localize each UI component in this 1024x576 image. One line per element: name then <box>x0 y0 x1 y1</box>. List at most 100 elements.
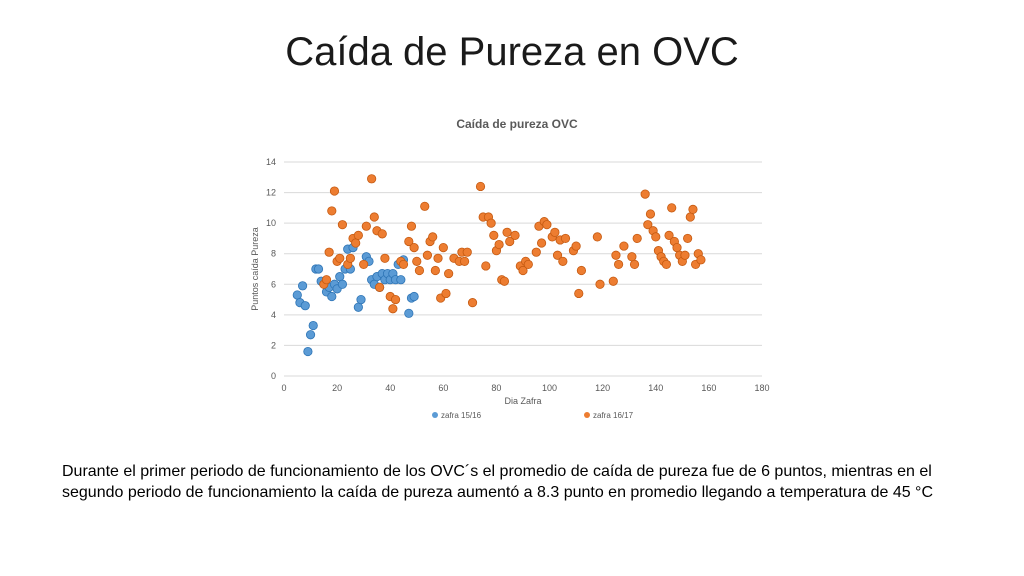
point-zafra-16-17 <box>560 233 571 244</box>
point-zafra-16-17 <box>672 243 682 253</box>
point-zafra-16-17 <box>406 221 417 231</box>
point-zafra-15-16 <box>356 294 366 305</box>
point-zafra-16-17 <box>683 233 693 244</box>
point-zafra-15-16 <box>335 272 345 282</box>
y-axis-label: Puntos caída Pureza <box>250 227 260 311</box>
point-zafra-16-17 <box>640 189 650 199</box>
point-zafra-16-17 <box>632 233 642 244</box>
y-tick-label: 8 <box>271 249 276 259</box>
x-tick-label: 20 <box>332 383 342 393</box>
point-zafra-16-17 <box>321 275 332 285</box>
data-points <box>292 174 706 357</box>
point-zafra-16-17 <box>398 259 409 270</box>
point-zafra-16-17 <box>367 174 377 184</box>
point-zafra-16-17 <box>494 239 504 250</box>
y-tick-label: 6 <box>271 279 276 289</box>
x-tick-label: 140 <box>648 383 663 393</box>
y-tick-label: 10 <box>266 218 276 228</box>
point-zafra-16-17 <box>444 268 454 279</box>
point-zafra-16-17 <box>388 304 398 314</box>
point-zafra-16-17 <box>351 238 361 248</box>
point-zafra-16-17 <box>595 279 605 289</box>
y-tick-labels: 0 2 4 6 8 10 12 14 <box>266 157 276 381</box>
point-zafra-16-17 <box>613 259 624 270</box>
point-zafra-16-17 <box>696 255 706 265</box>
point-zafra-16-17 <box>345 253 355 263</box>
point-zafra-16-17 <box>459 256 470 266</box>
point-zafra-16-17 <box>420 201 430 211</box>
point-zafra-16-17 <box>361 221 371 231</box>
point-zafra-16-17 <box>422 250 432 260</box>
point-zafra-16-17 <box>359 259 369 270</box>
point-zafra-16-17 <box>329 186 340 196</box>
point-zafra-16-17 <box>324 247 334 257</box>
point-zafra-15-16 <box>409 291 419 302</box>
point-zafra-16-17 <box>536 238 547 248</box>
y-tick-label: 14 <box>266 157 276 167</box>
legend-marker-zafra-16-17 <box>584 412 590 418</box>
point-zafra-15-16 <box>297 281 308 291</box>
x-tick-label: 160 <box>701 383 716 393</box>
point-zafra-16-17 <box>412 256 422 266</box>
point-zafra-16-17 <box>510 230 520 240</box>
point-zafra-16-17 <box>486 218 496 228</box>
point-zafra-16-17 <box>643 220 653 230</box>
point-zafra-16-17 <box>404 236 414 247</box>
point-zafra-16-17 <box>608 276 618 286</box>
y-tick-label: 12 <box>266 188 276 198</box>
point-zafra-16-17 <box>619 241 629 251</box>
point-zafra-16-17 <box>550 227 560 237</box>
point-zafra-15-16 <box>300 301 310 311</box>
point-zafra-16-17 <box>489 230 499 240</box>
x-tick-label: 60 <box>438 383 448 393</box>
x-tick-label: 180 <box>754 383 769 393</box>
point-zafra-16-17 <box>531 247 541 257</box>
point-zafra-16-17 <box>441 288 451 299</box>
point-zafra-16-17 <box>502 227 512 237</box>
point-zafra-15-16 <box>404 308 414 318</box>
point-zafra-16-17 <box>475 181 486 192</box>
point-zafra-15-16 <box>396 275 406 285</box>
point-zafra-16-17 <box>685 212 695 222</box>
point-zafra-16-17 <box>433 253 443 263</box>
point-zafra-16-17 <box>592 232 602 242</box>
x-tick-label: 40 <box>385 383 395 393</box>
x-tick-label: 80 <box>491 383 501 393</box>
y-tick-label: 0 <box>271 371 276 381</box>
point-zafra-16-17 <box>629 259 640 270</box>
legend-label-zafra-16-17: zafra 16/17 <box>593 411 634 420</box>
point-zafra-16-17 <box>438 243 448 253</box>
point-zafra-16-17 <box>664 230 674 240</box>
point-zafra-16-17 <box>574 288 584 299</box>
point-zafra-16-17 <box>651 232 661 242</box>
x-tick-label: 0 <box>281 383 286 393</box>
point-zafra-15-16 <box>305 330 316 340</box>
x-tick-labels: 0 20 40 60 80 100 120 140 160 180 <box>281 383 769 393</box>
point-zafra-16-17 <box>627 252 637 262</box>
legend: zafra 15/16 zafra 16/17 <box>432 411 634 420</box>
point-zafra-15-16 <box>308 320 318 331</box>
point-zafra-15-16 <box>313 264 324 274</box>
y-tick-label: 4 <box>271 310 276 320</box>
point-zafra-16-17 <box>688 204 698 214</box>
point-zafra-16-17 <box>576 265 587 276</box>
point-zafra-15-16 <box>292 290 302 300</box>
y-tick-label: 2 <box>271 340 276 350</box>
point-zafra-16-17 <box>499 276 510 286</box>
point-zafra-16-17 <box>369 212 379 222</box>
point-zafra-16-17 <box>571 241 581 251</box>
x-axis-label: Dia Zafra <box>504 396 541 406</box>
summary-paragraph: Durante el primer periodo de funcionamie… <box>62 463 934 501</box>
point-zafra-16-17 <box>380 253 390 263</box>
point-zafra-15-16 <box>303 346 313 357</box>
x-tick-label: 100 <box>542 383 557 393</box>
point-zafra-16-17 <box>680 250 690 260</box>
point-zafra-16-17 <box>337 220 348 230</box>
point-zafra-15-16 <box>327 291 337 302</box>
chart-title: Caída de pureza OVC <box>456 117 578 131</box>
point-zafra-16-17 <box>505 236 515 247</box>
scatter-chart: Caída de pureza OVC 0 2 4 6 8 10 12 14 0 20 40 60 8… <box>250 117 770 420</box>
point-zafra-16-17 <box>481 261 491 271</box>
point-zafra-15-16 <box>337 279 348 289</box>
point-zafra-16-17 <box>409 243 419 253</box>
